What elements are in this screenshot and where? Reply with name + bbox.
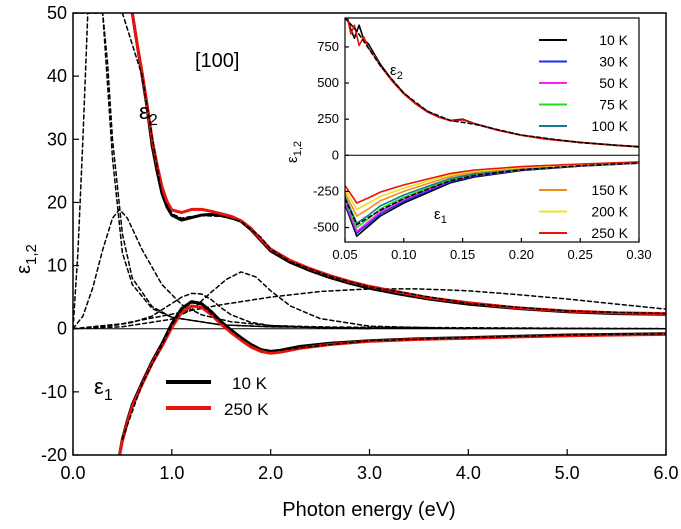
inset-y-tick-label: -250 (313, 183, 339, 198)
inset-legend-label: 30 K (599, 54, 628, 70)
direction-label: [100] (195, 50, 239, 72)
inset-legend: 10 K 30 K 50 K 75 K 100 K 150 K 200 K 250 K (539, 32, 629, 241)
eps1-label: ε1 (94, 374, 113, 404)
main-x-tick-label: 6.0 (653, 463, 678, 483)
inset-ticks: 0.05 0.10 0.15 0.20 0.25 0.30 -500 -250 0 250 500 7… (313, 39, 652, 262)
main-y-tick-label: 10 (47, 256, 67, 276)
main-x-tick-label: 4.0 (456, 463, 481, 483)
inset-x-tick-label: 0.25 (568, 247, 593, 262)
inset-legend-label: 250 K (591, 225, 628, 241)
inset-y-axis-label: ε1,2 (284, 141, 304, 163)
inset-eps2-label: ε2 (390, 62, 403, 82)
inset-x-tick-label: 0.30 (626, 247, 651, 262)
main-series-10k-eps1 (118, 300, 666, 455)
inset-legend-label: 50 K (599, 75, 628, 91)
main-oscillator-curve (73, 271, 470, 330)
inset-y-tick-label: 0 (332, 147, 339, 162)
legend-label-10k: 10 K (232, 374, 268, 393)
inset-fit-curve (345, 162, 639, 226)
main-y-tick-label: 50 (47, 3, 67, 23)
main-x-tick-label: 0.0 (60, 463, 85, 483)
main-oscillator-curve (73, 13, 666, 330)
main-x-tick-label: 2.0 (258, 463, 283, 483)
inset-legend-label: 75 K (599, 97, 628, 113)
inset-fit-curve (345, 18, 639, 148)
x-axis-label: Photon energy (eV) (282, 499, 455, 521)
inset-y-tick-label: 250 (317, 111, 339, 126)
inset-legend-label: 200 K (591, 204, 628, 220)
main-x-tick-label: 1.0 (159, 463, 184, 483)
inset-frame (344, 17, 640, 243)
main-lines (73, 13, 666, 455)
main-x-tick-label: 3.0 (357, 463, 382, 483)
y-axis-label: ε1,2 (13, 244, 40, 274)
main-y-tick-label: 40 (47, 66, 67, 86)
eps2-label: ε2 (139, 99, 158, 129)
main-oscillator-curve (73, 208, 666, 330)
inset-legend-label: 100 K (591, 118, 628, 134)
inset-eps1-label: ε1 (434, 206, 447, 226)
inset-x-tick-label: 0.05 (332, 247, 357, 262)
main-x-tick-label: 5.0 (555, 463, 580, 483)
inset-series-250k-eps1 (345, 161, 639, 204)
inset-y-tick-label: 500 (317, 75, 339, 90)
main-fit-curve (121, 302, 666, 440)
inset-y-tick-label: -500 (313, 220, 339, 235)
main-y-tick-label: -10 (41, 382, 67, 402)
main-oscillator-curve (73, 288, 666, 330)
main-plot: 0.0 1.0 2.0 3.0 4.0 5.0 6.0 -20 -10 0 10 20 30 40 50 [… (13, 3, 679, 521)
main-ticks: 0.0 1.0 2.0 3.0 4.0 5.0 6.0 -20 -10 0 10 20 30 40 50 (41, 3, 679, 483)
main-y-tick-label: -20 (41, 445, 67, 465)
inset-legend-label: 10 K (599, 32, 628, 48)
inset-x-tick-label: 0.20 (509, 247, 534, 262)
main-legend: 10 K 250 K (166, 374, 269, 419)
inset-legend-label: 150 K (591, 182, 628, 198)
legend-label-250k: 250 K (224, 400, 269, 419)
inset-x-tick-label: 0.15 (450, 247, 475, 262)
main-y-tick-label: 30 (47, 129, 67, 149)
inset-y-tick-label: 750 (317, 39, 339, 54)
inset-plot: 0.05 0.10 0.15 0.20 0.25 0.30 -500 -250 0 250 500 7… (284, 17, 652, 262)
main-y-tick-label: 0 (57, 319, 67, 339)
inset-lines (345, 18, 639, 237)
main-y-tick-label: 20 (47, 192, 67, 212)
inset-x-tick-label: 0.10 (391, 247, 416, 262)
